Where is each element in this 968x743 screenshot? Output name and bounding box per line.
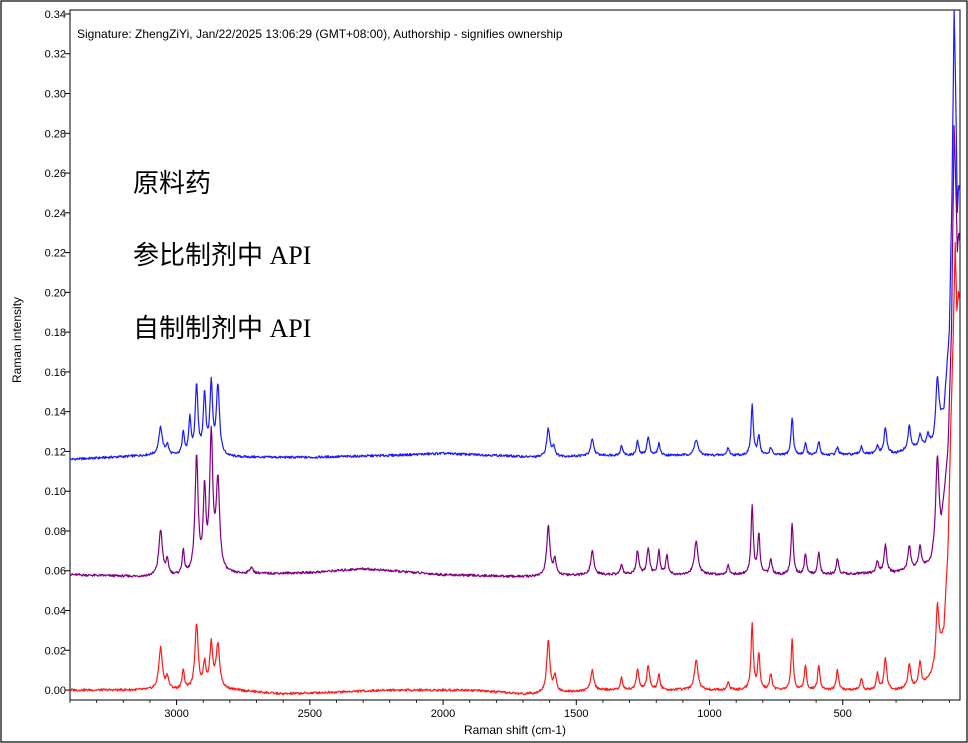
y-tick-label: 0.06	[45, 566, 66, 578]
y-tick-label: 0.18	[45, 327, 66, 339]
y-tick-label: 0.26	[45, 168, 66, 180]
y-axis-ticks: 0.00 0.02 0.04 0.06 0.08 0.10 0.12 0.14 0.16 0.18…	[45, 9, 70, 697]
y-tick-label: 0.28	[45, 128, 66, 140]
legend-label-self-made-api: 自制制剂中 API	[133, 314, 311, 343]
legend-label-api-raw: 原料药	[133, 169, 211, 198]
y-tick-label: 0.04	[45, 606, 66, 618]
y-tick-label: 0.22	[45, 248, 66, 260]
y-tick-label: 0.30	[45, 89, 66, 101]
y-tick-label: 0.20	[45, 287, 66, 299]
y-tick-label: 0.24	[45, 208, 66, 220]
series-line-0	[69, 9, 961, 461]
legend-label-reference-api: 参比制剂中 API	[133, 241, 311, 270]
plot-frame	[69, 9, 961, 701]
x-tick-label: 1500	[564, 708, 588, 720]
signature-text: Signature: ZhengZiYi, Jan/22/2025 13:06:…	[77, 27, 563, 41]
y-tick-label: 0.00	[45, 685, 66, 697]
x-axis-title: Raman shift (cm-1)	[464, 723, 566, 737]
series-line-1	[69, 125, 961, 578]
x-tick-label: 2000	[431, 708, 455, 720]
x-axis-ticks: 3000 2500 2000 1500 1000 500	[69, 700, 950, 720]
y-tick-label: 0.12	[45, 446, 66, 458]
x-tick-label: 500	[834, 708, 852, 720]
y-tick-label: 0.16	[45, 367, 66, 379]
series-layer	[69, 9, 961, 696]
x-tick-label: 1000	[697, 708, 721, 720]
y-tick-label: 0.10	[45, 486, 66, 498]
y-tick-label: 0.34	[45, 9, 66, 21]
x-tick-label: 2500	[298, 708, 322, 720]
y-tick-label: 0.14	[45, 407, 66, 419]
y-tick-label: 0.08	[45, 526, 66, 538]
series-line-2	[69, 241, 961, 696]
y-tick-label: 0.32	[45, 49, 66, 61]
y-axis-title: Raman intensity	[10, 297, 24, 383]
x-tick-label: 3000	[164, 708, 188, 720]
y-tick-label: 0.02	[45, 645, 66, 657]
